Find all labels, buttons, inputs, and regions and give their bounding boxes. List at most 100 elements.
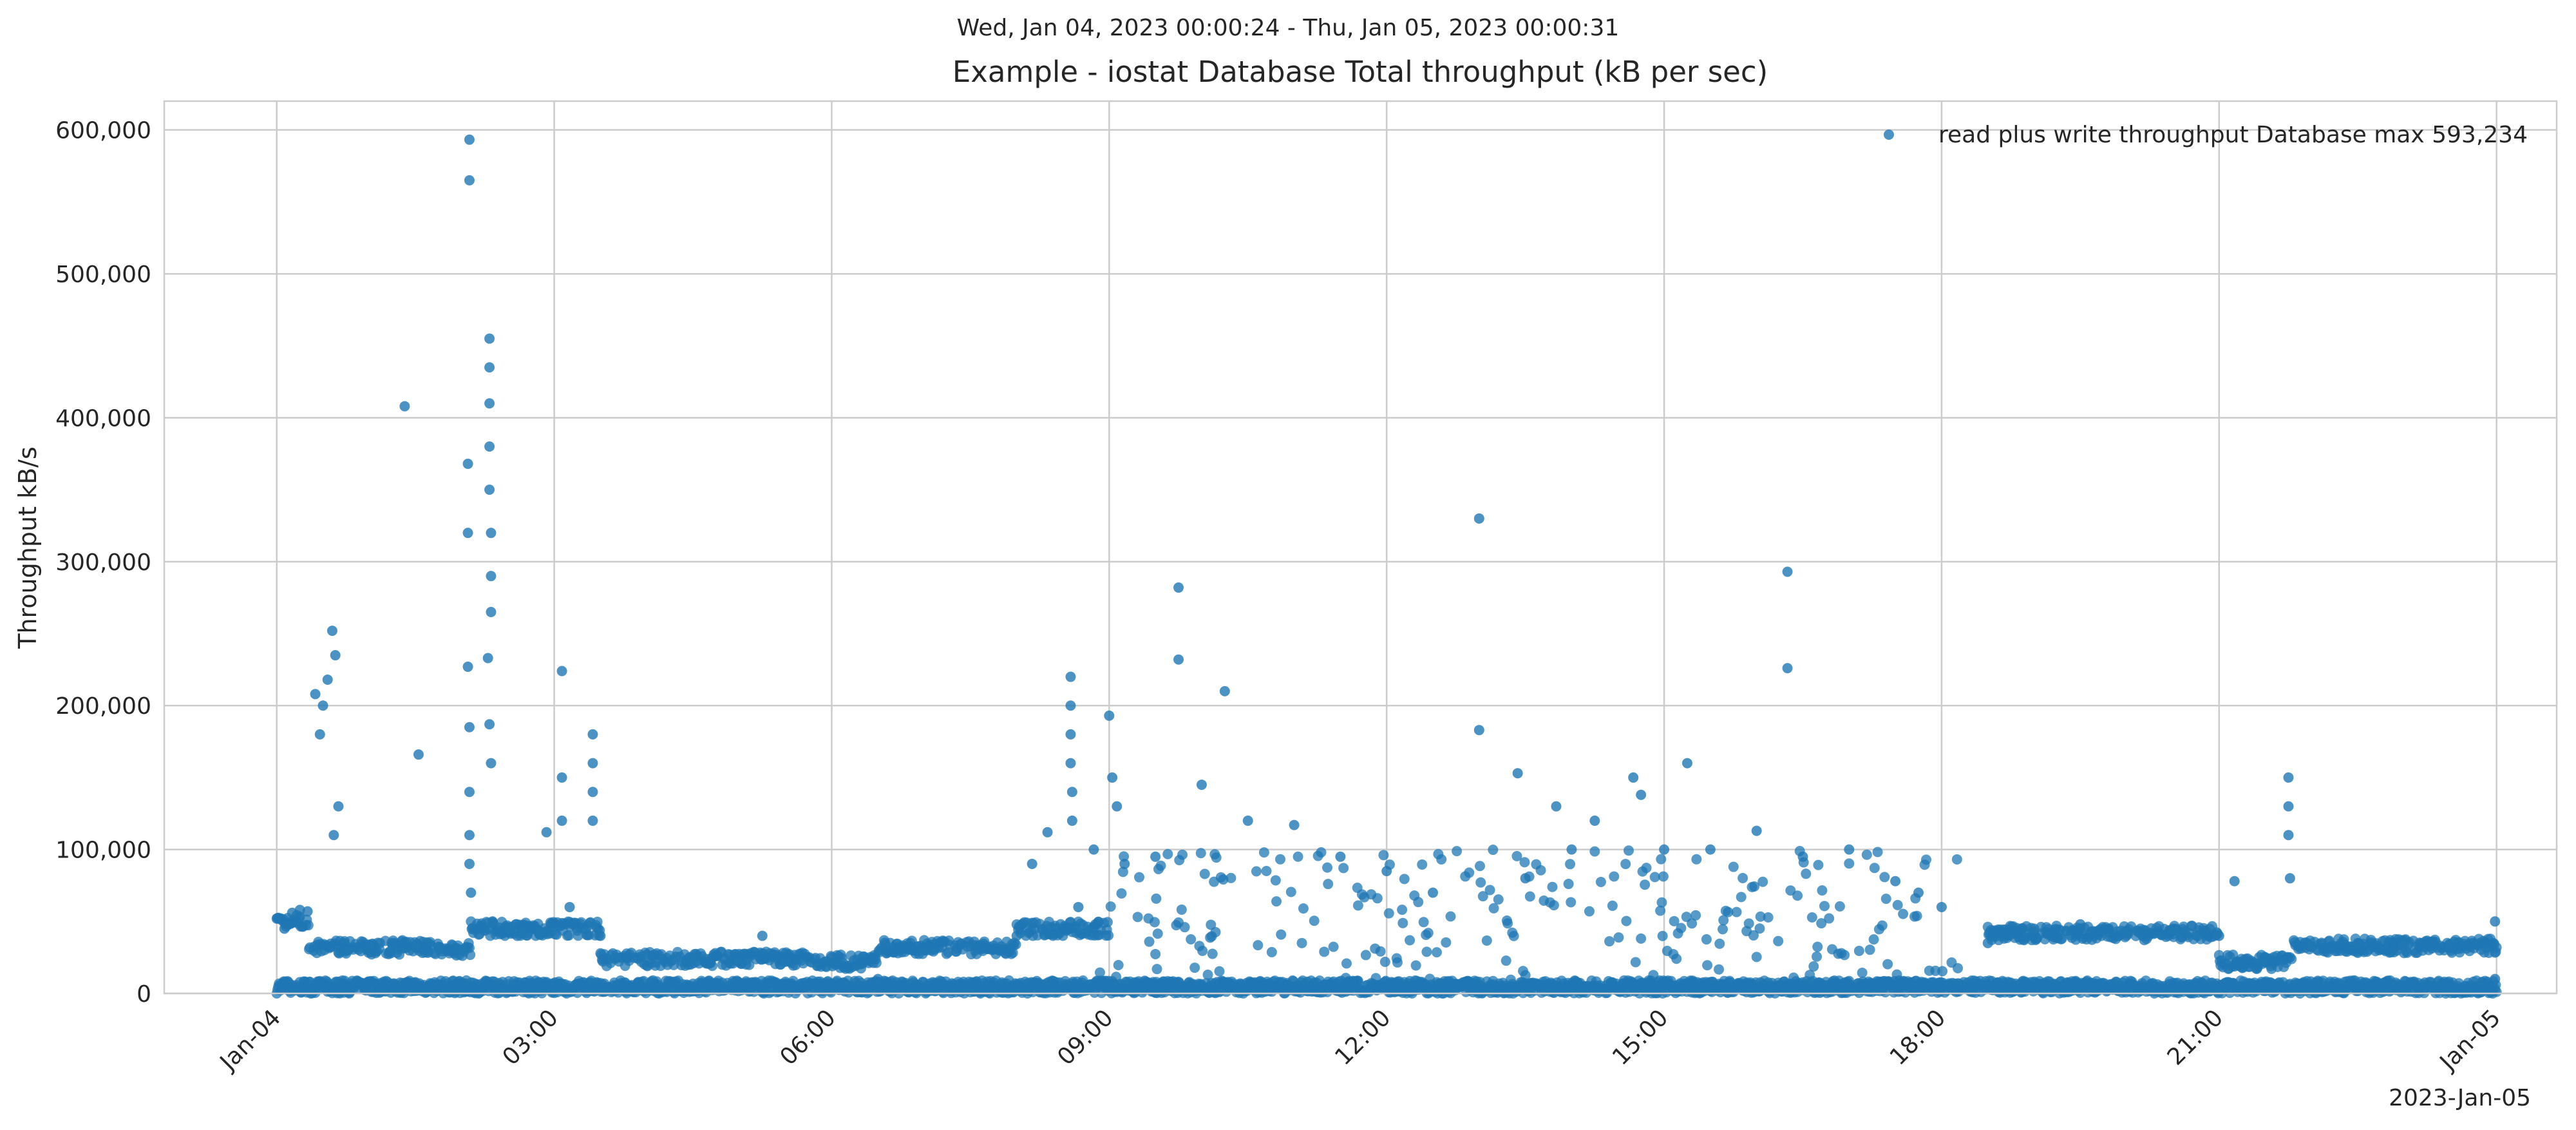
data-point — [1397, 917, 1408, 928]
data-point — [482, 653, 493, 664]
data-point — [1413, 897, 1424, 908]
data-point — [1812, 951, 1823, 962]
data-point — [1378, 850, 1389, 861]
data-point — [556, 815, 567, 826]
data-point — [327, 626, 337, 637]
data-point — [1103, 930, 1114, 941]
data-point — [1214, 966, 1225, 977]
data-point — [541, 827, 552, 838]
data-point — [1405, 935, 1416, 946]
data-point — [1010, 939, 1021, 950]
data-point — [333, 801, 344, 812]
data-point — [1754, 923, 1765, 934]
data-point — [2029, 923, 2040, 934]
data-point — [1681, 758, 1692, 769]
plot-frame — [163, 100, 2558, 995]
data-point — [826, 952, 837, 963]
data-point — [1207, 948, 1218, 959]
data-point — [1844, 858, 1855, 869]
data-point — [1372, 893, 1383, 904]
data-point — [1360, 950, 1371, 961]
data-point — [1872, 847, 1883, 857]
data-point — [587, 815, 598, 826]
data-point — [1656, 854, 1667, 865]
data-point — [1691, 854, 1702, 865]
data-point — [744, 959, 755, 970]
data-point — [1702, 960, 1713, 971]
data-point — [2490, 973, 2501, 984]
data-point — [1179, 922, 1190, 933]
data-point — [1589, 815, 1600, 826]
data-point — [1493, 894, 1504, 905]
data-point — [1630, 957, 1641, 968]
data-point — [518, 926, 529, 937]
data-point — [2056, 934, 2067, 944]
data-point — [1749, 881, 1760, 892]
data-point — [1421, 946, 1432, 957]
data-point — [556, 666, 567, 676]
data-point — [1869, 863, 1880, 874]
data-point — [322, 675, 333, 685]
data-point — [1107, 772, 1118, 783]
data-point — [1936, 901, 1947, 912]
plot-area — [164, 101, 2557, 993]
data-point — [1812, 941, 1823, 952]
data-point — [573, 930, 583, 941]
legend-label: read plus write throughput Database max … — [1938, 122, 2528, 148]
data-point — [1913, 887, 1924, 898]
data-point — [464, 175, 475, 186]
data-point — [1473, 513, 1484, 524]
data-point — [1718, 915, 1729, 926]
data-point — [1808, 961, 1819, 972]
data-point — [1144, 936, 1155, 947]
data-point — [1877, 920, 1888, 931]
data-point — [1834, 901, 1845, 912]
data-point — [1839, 950, 1850, 961]
data-point — [484, 441, 495, 452]
data-point — [1819, 901, 1830, 912]
data-point — [1589, 846, 1600, 857]
data-point — [1418, 917, 1429, 928]
data-point — [1701, 934, 1712, 945]
data-point — [1565, 859, 1576, 870]
data-point — [595, 930, 606, 941]
data-point — [2213, 930, 2224, 941]
data-point — [1657, 930, 1668, 941]
data-point — [1755, 911, 1766, 922]
data-point — [1155, 860, 1166, 871]
data-point — [1293, 851, 1303, 862]
data-point — [341, 944, 352, 955]
data-point — [1383, 908, 1394, 919]
data-point — [2286, 953, 2297, 964]
data-point — [484, 362, 495, 373]
data-point — [2490, 916, 2501, 927]
data-point — [1319, 946, 1330, 957]
data-point — [1352, 975, 1363, 986]
data-point — [1094, 967, 1105, 978]
data-point — [1659, 844, 1670, 855]
data-point — [1548, 900, 1559, 911]
data-point — [1628, 772, 1639, 783]
data-point — [2283, 801, 2294, 812]
data-point — [1323, 879, 1334, 890]
data-point — [1066, 815, 1077, 826]
data-point — [668, 959, 679, 970]
data-point — [1806, 912, 1817, 923]
x-offset-label: 2023-Jan-05 — [2389, 1085, 2531, 1111]
data-point — [1253, 940, 1264, 951]
data-point — [1275, 854, 1286, 865]
data-point — [1027, 858, 1037, 869]
data-point — [1152, 928, 1163, 939]
data-point — [1502, 918, 1513, 929]
data-point — [1397, 905, 1408, 915]
data-point — [1892, 899, 1903, 910]
data-point — [1864, 944, 1875, 955]
data-point — [1524, 891, 1535, 902]
data-point — [1920, 854, 1931, 865]
data-point — [1481, 935, 1492, 946]
data-point — [1206, 919, 1217, 930]
data-point — [1202, 969, 1213, 980]
data-point — [1861, 849, 1872, 860]
data-point — [1649, 872, 1660, 883]
data-point — [1251, 866, 1262, 877]
